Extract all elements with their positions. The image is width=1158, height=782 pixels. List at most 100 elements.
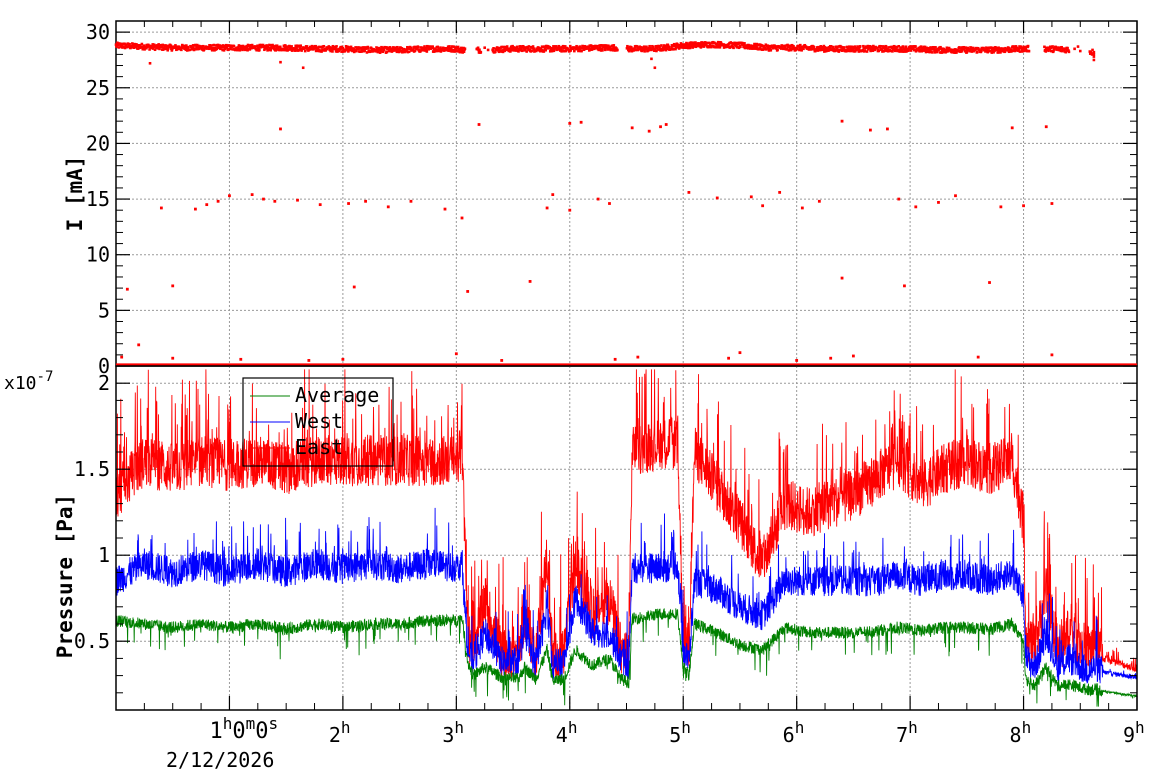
current-point <box>576 46 580 49</box>
current-point <box>268 43 271 47</box>
current-point <box>949 48 952 51</box>
current-point <box>396 45 399 49</box>
current-outlier-point <box>279 127 282 131</box>
current-point <box>436 49 440 53</box>
current-point <box>454 49 458 53</box>
current-point <box>684 46 688 50</box>
current-point <box>677 45 680 49</box>
current-point <box>517 50 520 53</box>
current-point <box>567 47 570 51</box>
current-point <box>779 47 783 50</box>
current-point <box>422 47 426 50</box>
current-point <box>153 48 157 52</box>
current-point <box>514 49 518 52</box>
current-point <box>405 49 408 53</box>
current-point <box>442 47 445 50</box>
current-point <box>687 43 690 47</box>
current-point <box>483 46 486 50</box>
current-point <box>921 49 925 52</box>
current-point <box>340 45 344 49</box>
current-point <box>752 44 756 48</box>
current-point <box>416 45 420 49</box>
current-outlier-point <box>1044 125 1048 129</box>
current-point <box>602 44 606 47</box>
current-point <box>797 44 801 48</box>
current-point <box>834 45 838 49</box>
current-point <box>876 46 879 50</box>
current-outlier-point <box>687 190 691 194</box>
current-point <box>990 51 994 54</box>
current-point <box>406 50 410 54</box>
current-point <box>767 46 770 50</box>
current-point <box>1059 49 1063 53</box>
current-point <box>347 50 350 53</box>
current-point <box>802 47 805 51</box>
current-outlier-point <box>137 343 141 347</box>
current-point <box>275 46 278 50</box>
current-point <box>605 45 609 48</box>
x-tick-label: 9h <box>1123 718 1145 747</box>
current-point <box>893 49 897 53</box>
current-point <box>279 60 282 64</box>
current-point <box>816 49 820 52</box>
current-point <box>641 48 645 52</box>
current-point <box>914 45 917 48</box>
current-point <box>531 45 535 48</box>
current-point <box>924 50 928 54</box>
current-point <box>819 45 823 48</box>
current-point <box>679 42 683 45</box>
current-point <box>798 48 801 52</box>
current-point <box>946 49 950 53</box>
current-point <box>1092 50 1096 54</box>
current-point <box>690 43 694 46</box>
current-point <box>776 48 779 52</box>
current-point <box>810 47 814 51</box>
current-outlier-point <box>840 119 844 123</box>
current-point <box>681 43 685 46</box>
current-point <box>305 45 309 48</box>
current-point <box>431 45 435 48</box>
current-point <box>223 47 227 51</box>
legend-label-average: Average <box>295 383 379 407</box>
current-point <box>667 45 671 49</box>
current-point <box>892 47 896 51</box>
current-outlier-point <box>749 195 753 199</box>
x-tick-label-value: 7 <box>896 723 908 747</box>
current-point <box>201 44 205 48</box>
current-point <box>764 48 768 51</box>
current-point <box>775 45 779 48</box>
y-axis-title-top: I [mA] <box>63 156 87 232</box>
current-point <box>507 49 511 53</box>
current-point <box>956 49 960 53</box>
current-point <box>541 45 545 49</box>
current-point <box>993 48 997 52</box>
top-frame <box>115 20 1138 367</box>
current-point <box>494 48 498 52</box>
current-outlier-point <box>307 359 311 362</box>
current-point <box>156 47 160 50</box>
current-point <box>462 50 466 54</box>
current-point <box>578 45 582 48</box>
current-point <box>477 49 481 53</box>
current-point <box>634 48 637 52</box>
current-point <box>829 45 833 48</box>
current-point <box>984 48 988 52</box>
current-point <box>928 50 931 54</box>
current-point <box>599 49 603 52</box>
current-point <box>673 44 677 48</box>
current-point <box>735 44 738 48</box>
current-point <box>342 50 345 53</box>
current-point <box>653 66 657 70</box>
current-point <box>195 45 199 49</box>
current-point <box>237 45 240 49</box>
current-point <box>443 48 446 52</box>
current-outlier-point <box>869 128 872 132</box>
current-point <box>391 46 395 49</box>
current-point <box>694 45 698 49</box>
current-point <box>762 44 766 48</box>
current-point <box>1019 45 1023 48</box>
current-point <box>644 47 647 51</box>
x-tick-label-unit: h <box>568 718 578 737</box>
current-outlier-point <box>897 197 901 201</box>
current-point <box>239 47 242 51</box>
